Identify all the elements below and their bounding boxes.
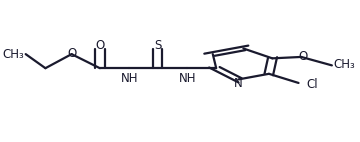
Text: NH: NH xyxy=(179,72,196,85)
Text: O: O xyxy=(95,39,104,52)
Text: N: N xyxy=(234,77,243,90)
Text: O: O xyxy=(298,50,307,63)
Text: O: O xyxy=(67,47,76,60)
Text: Cl: Cl xyxy=(306,78,318,91)
Text: CH₃: CH₃ xyxy=(334,58,355,71)
Text: NH: NH xyxy=(121,72,138,85)
Text: S: S xyxy=(154,39,161,52)
Text: CH₃: CH₃ xyxy=(2,48,24,61)
